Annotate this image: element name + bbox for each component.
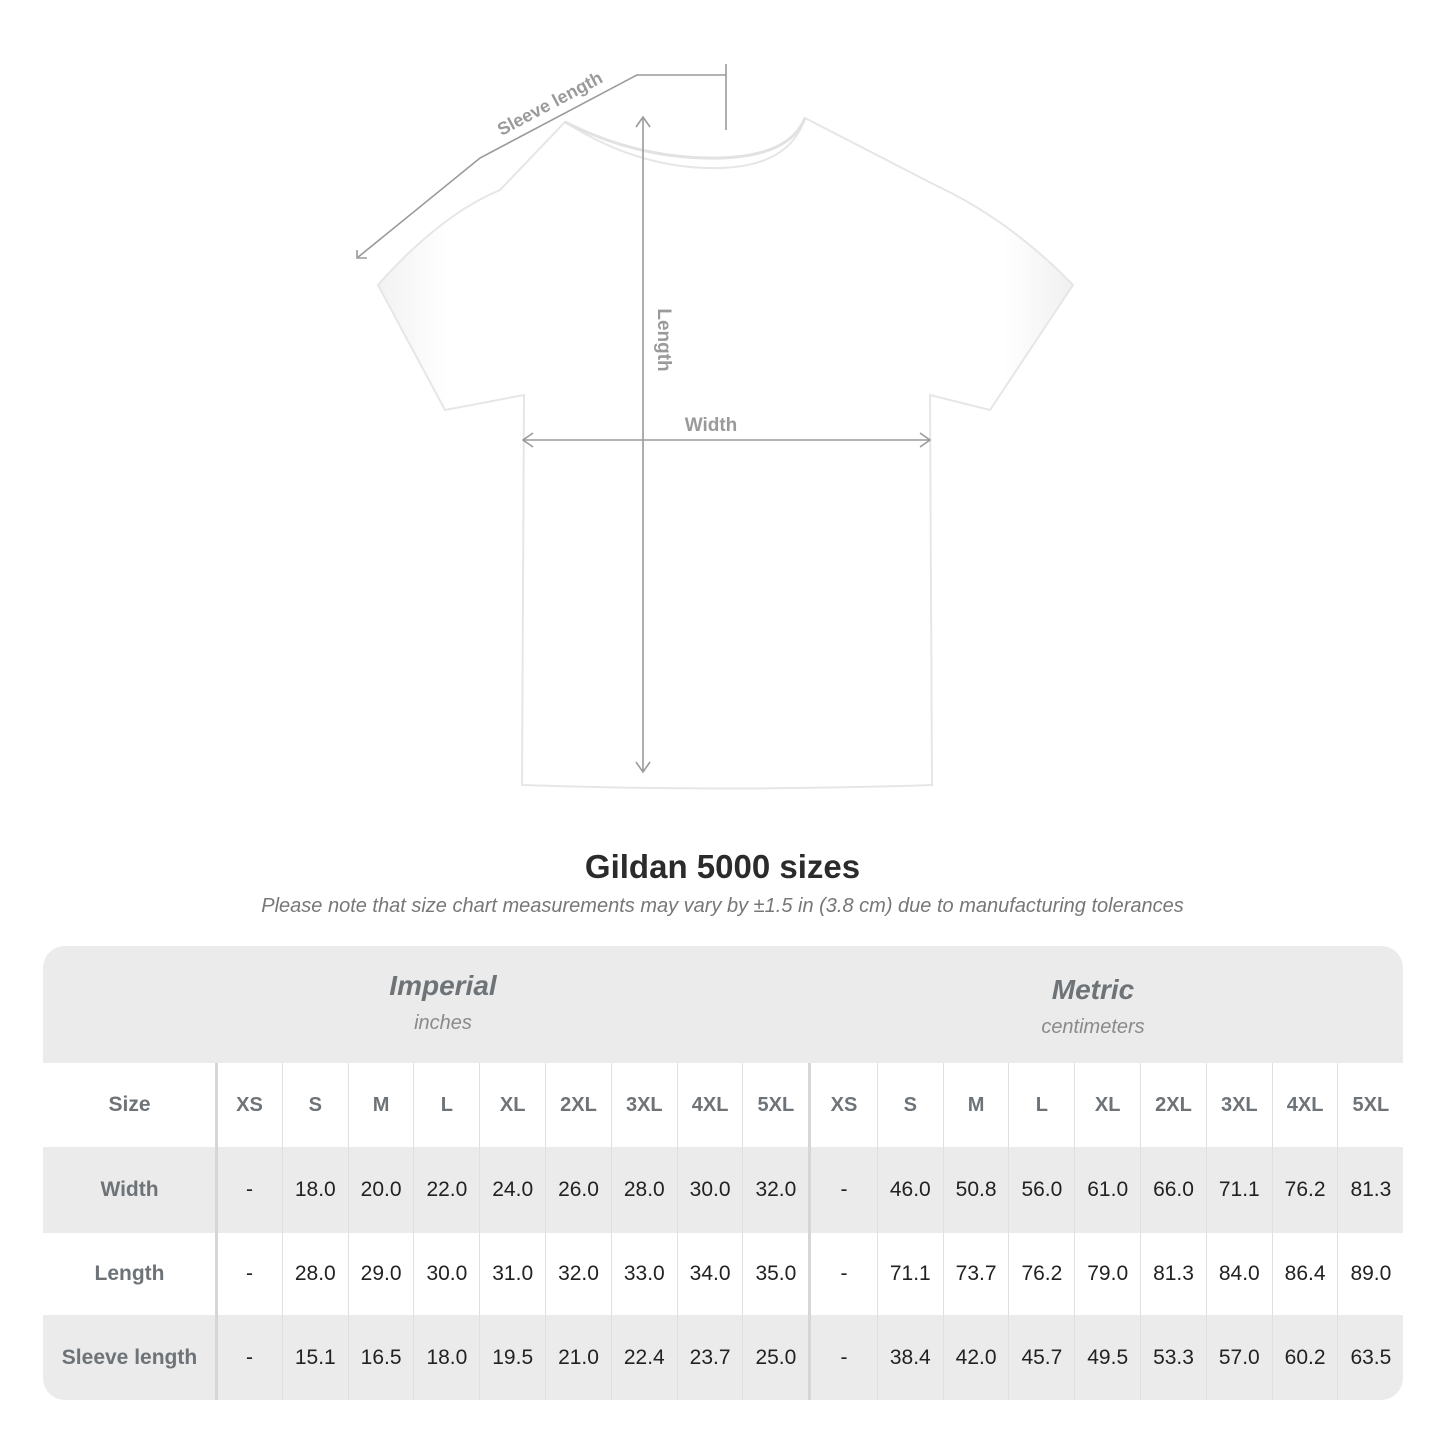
metric-value-cell: - [840,1178,848,1201]
metric-size-header: XL [1074,1063,1140,1147]
metric-size-header: 2XL [1140,1063,1206,1147]
page-title: Gildan 5000 sizes [584,848,861,885]
table-row: Sleeve length -15.1 16.5 18.0 19.5 21.0 22.4 23… [43,1315,1403,1400]
imperial-value-cell: 23.7 [676,1315,743,1400]
metric-title: Metric [1051,974,1135,1005]
metric-value-cell: 71.1 [876,1233,943,1315]
imperial-header: Imperial inches [293,970,593,1035]
table-row: Length -28.0 29.0 30.0 31.0 32.0 33.0 34.0 35.0-… [43,1233,1403,1315]
metric-header: Metric centimeters [943,974,1243,1039]
metric-value-cell: 89.0 [1337,1233,1403,1315]
imperial-value-cell: 30.0 [413,1233,479,1315]
metric-value-cell: 50.8 [942,1147,1009,1233]
imperial-size-header: 5XL [742,1063,808,1147]
imperial-size-header: XS [216,1063,282,1147]
imperial-value-cell: 28.0 [281,1233,348,1315]
imperial-value-cell: 24.0 [479,1147,545,1233]
imperial-size-header: S [281,1063,348,1147]
imperial-value-cell: 19.5 [479,1315,545,1400]
imperial-size-header: XL [479,1063,545,1147]
row-label: Size [108,1093,151,1116]
imperial-value-cell: 34.0 [676,1233,743,1315]
imperial-size-header: 2XL [545,1063,611,1147]
imperial-value-cell: 18.0 [281,1147,348,1233]
imperial-value-cell: 25.0 [742,1315,808,1400]
imperial-size-header: L [413,1063,479,1147]
imperial-value-cell: - [216,1233,282,1315]
width-label: Width [685,415,738,436]
metric-size-header: XS [830,1093,858,1116]
metric-value-cell: 53.3 [1140,1315,1206,1400]
metric-unit: centimeters [1041,1016,1145,1038]
metric-value-cell: 60.2 [1271,1315,1338,1400]
metric-value-cell: - [840,1262,848,1285]
imperial-value-cell: - [216,1315,282,1400]
table-row: Width -18.0 20.0 22.0 24.0 26.0 28.0 30.0 32.0-4… [43,1147,1403,1233]
row-label: Width [100,1178,159,1201]
imperial-value-cell: 15.1 [281,1315,348,1400]
imperial-value-cell: - [216,1147,282,1233]
imperial-size-header: 4XL [676,1063,743,1147]
metric-value-cell: 46.0 [876,1147,943,1233]
size-header-row: Size XS S M L XL 2XL 3XL 4XL 5XL XS S M L XL 2XL 3XL 4XL 5… [43,1063,1403,1147]
metric-value-cell: 49.5 [1074,1315,1140,1400]
size-table: Imperial inches Metric centimeters Size X… [43,946,1403,1400]
metric-value-cell: 86.4 [1271,1233,1338,1315]
metric-value-cell: 81.3 [1140,1233,1206,1315]
metric-value-cell: 38.4 [876,1315,943,1400]
imperial-size-header: M [347,1063,414,1147]
metric-size-header: L [1008,1063,1074,1147]
imperial-unit: inches [414,1012,472,1034]
row-label: Sleeve length [61,1345,198,1369]
length-label: Length [653,308,674,371]
imperial-value-cell: 16.5 [347,1315,414,1400]
metric-size-header: M [942,1063,1009,1147]
table-header [43,946,1403,1063]
metric-value-cell: 56.0 [1008,1147,1074,1233]
imperial-value-cell: 21.0 [545,1315,611,1400]
tshirt-shape [376,116,1075,790]
imperial-value-cell: 35.0 [742,1233,808,1315]
imperial-size-header: 3XL [610,1063,677,1147]
system-divider [808,1063,811,1400]
imperial-title: Imperial [389,970,497,1001]
imperial-value-cell: 26.0 [545,1147,611,1233]
metric-value-cell: 76.2 [1008,1233,1074,1315]
imperial-value-cell: 30.0 [676,1147,743,1233]
imperial-value-cell: 18.0 [413,1315,479,1400]
metric-value-cell: 66.0 [1140,1147,1206,1233]
metric-size-header: 3XL [1205,1063,1272,1147]
metric-value-cell: 63.5 [1337,1315,1403,1400]
metric-value-cell: 76.2 [1271,1147,1338,1233]
metric-value-cell: - [840,1345,848,1369]
imperial-value-cell: 28.0 [610,1147,677,1233]
imperial-value-cell: 29.0 [347,1233,414,1315]
metric-value-cell: 61.0 [1074,1147,1140,1233]
imperial-value-cell: 32.0 [742,1147,808,1233]
sleeve-length-label: Sleeve length [494,67,606,139]
imperial-value-cell: 32.0 [545,1233,611,1315]
measurement-arrows [356,64,932,774]
metric-size-header: 4XL [1271,1063,1338,1147]
metric-value-cell: 81.3 [1337,1147,1403,1233]
label-divider [215,1063,218,1400]
metric-value-cell: 79.0 [1074,1233,1140,1315]
metric-value-cell: 42.0 [942,1315,1009,1400]
tolerance-note: Please note that size chart measurements… [261,895,1184,917]
row-label: Length [94,1262,165,1285]
imperial-value-cell: 22.4 [610,1315,677,1400]
imperial-value-cell: 22.0 [413,1147,479,1233]
metric-size-header: 5XL [1337,1063,1403,1147]
imperial-value-cell: 31.0 [479,1233,545,1315]
metric-value-cell: 57.0 [1205,1315,1272,1400]
imperial-value-cell: 20.0 [347,1147,414,1233]
metric-value-cell: 73.7 [942,1233,1009,1315]
imperial-value-cell: 33.0 [610,1233,677,1315]
tshirt-diagram: Sleeve length Length Width [356,64,1075,790]
metric-size-header: S [876,1063,943,1147]
metric-value-cell: 45.7 [1008,1315,1074,1400]
metric-value-cell: 71.1 [1205,1147,1272,1233]
metric-value-cell: 84.0 [1205,1233,1272,1315]
